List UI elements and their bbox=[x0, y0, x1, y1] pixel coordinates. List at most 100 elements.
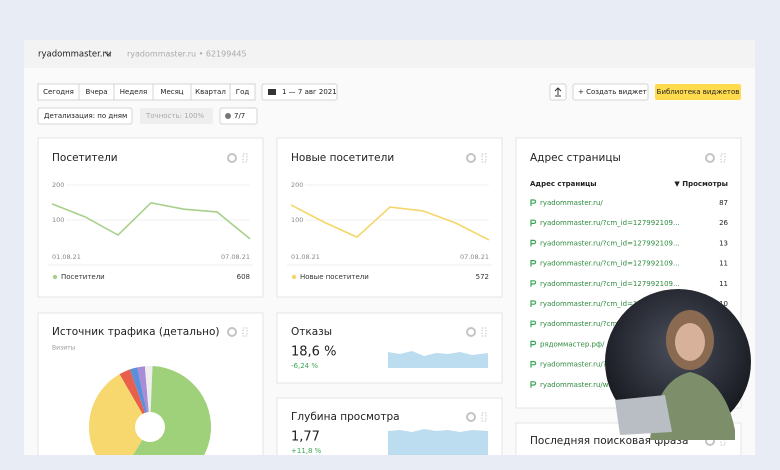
widget-title: Посетители bbox=[52, 152, 118, 164]
period-button[interactable] bbox=[229, 83, 256, 101]
line-widgets: Посетители 200 100 01.08.21 07.08.21 Посетите… bbox=[48, 152, 492, 281]
x-tick-label: 01.08.21 bbox=[291, 253, 320, 261]
y-tick-label: 200 bbox=[52, 181, 64, 189]
period-label: Квартал bbox=[195, 88, 226, 96]
video-body bbox=[650, 372, 735, 440]
legend-label: Посетители bbox=[61, 273, 105, 281]
page-url[interactable]: ryadommaster.ru/? bbox=[540, 361, 607, 369]
accuracy-select[interactable] bbox=[140, 108, 213, 124]
page-views: 87 bbox=[719, 199, 728, 207]
legend-total: 572 bbox=[476, 273, 489, 281]
source-icon bbox=[530, 381, 537, 388]
detail-label: Детализация: по дням bbox=[44, 112, 127, 120]
page-url[interactable]: ryadommaster.ru/?cm_id=127992109... bbox=[540, 300, 680, 308]
page-url[interactable]: ryadommaster.ru/w bbox=[540, 381, 609, 389]
legend-label: Новые посетители bbox=[300, 273, 369, 281]
column-header: Адрес страницы bbox=[530, 180, 597, 188]
line-series bbox=[51, 201, 251, 240]
pie-hole bbox=[135, 412, 165, 442]
widget-icons bbox=[227, 153, 726, 446]
y-tick-label: 100 bbox=[52, 216, 64, 224]
x-tick-label: 07.08.21 bbox=[460, 253, 489, 261]
video-laptop bbox=[615, 395, 672, 435]
y-tick-label: 200 bbox=[291, 181, 303, 189]
settings-icon[interactable] bbox=[466, 412, 476, 422]
settings-icon[interactable] bbox=[227, 153, 237, 163]
page-url[interactable]: ryadommaster.ru/?cm bbox=[540, 320, 617, 328]
settings-icon[interactable] bbox=[227, 327, 237, 337]
video-face bbox=[675, 323, 705, 361]
detail-select[interactable] bbox=[37, 107, 133, 125]
period-label: Сегодня bbox=[43, 88, 74, 96]
source-icon bbox=[530, 340, 537, 348]
period-buttons: Сегодня Вчера Неделя Месяц Квартал Год bbox=[37, 83, 256, 101]
source-icon bbox=[530, 280, 537, 287]
accuracy-label: Точность: 100% bbox=[145, 112, 205, 120]
metric-change: -6,24 % bbox=[291, 362, 318, 370]
date-range: 1 — 7 авг 2021 bbox=[282, 88, 337, 96]
pie-slice bbox=[144, 366, 153, 427]
widget-title: Глубина просмотра bbox=[291, 411, 400, 423]
metric-value: 18,6 % bbox=[291, 345, 336, 360]
period-label: Год bbox=[236, 88, 250, 96]
column-header[interactable]: ▼ Просмотры bbox=[674, 180, 728, 188]
page-url[interactable]: рядоммастер.рф/ bbox=[540, 340, 605, 348]
page-url[interactable]: ryadommaster.ru/?cm_id=127992109... bbox=[540, 280, 680, 288]
legend-dot bbox=[52, 274, 58, 280]
metric-value: 1,77 bbox=[291, 430, 320, 445]
app-window: ryadommaster.ru ryadommaster.ru • 621994… bbox=[24, 40, 755, 455]
source-icon bbox=[530, 219, 537, 227]
sparkline bbox=[388, 429, 488, 455]
pie-chart bbox=[89, 366, 211, 455]
y-tick-label: 100 bbox=[291, 216, 303, 224]
page-views: 10 bbox=[719, 300, 728, 308]
period-label: Неделя bbox=[120, 88, 147, 96]
page-url[interactable]: ryadommaster.ru/?cm_id=127992109... bbox=[540, 239, 680, 247]
page-views: 13 bbox=[719, 239, 728, 247]
source-icon bbox=[530, 239, 537, 247]
site-selector[interactable]: ryadommaster.ru bbox=[38, 50, 111, 60]
settings-icon[interactable] bbox=[466, 327, 476, 337]
settings-icon[interactable] bbox=[705, 153, 715, 163]
pages-table: ryadommaster.ru/87 ryadommaster.ru/?cm_id… bbox=[530, 199, 729, 389]
legend-dot bbox=[291, 274, 297, 280]
page-views: 11 bbox=[719, 280, 728, 288]
create-widget-button[interactable] bbox=[572, 83, 649, 101]
metric-label: Визиты bbox=[52, 345, 76, 352]
date-button[interactable] bbox=[261, 83, 338, 101]
page-url[interactable]: ryadommaster.ru/ bbox=[540, 199, 603, 207]
source-icon bbox=[530, 320, 537, 328]
page-url[interactable]: ryadommaster.ru/?cm_id=127992109... bbox=[540, 219, 680, 227]
pie-slice bbox=[129, 367, 150, 427]
source-icon bbox=[530, 199, 537, 206]
settings-icon[interactable] bbox=[466, 153, 476, 163]
visitors-card bbox=[37, 137, 264, 298]
filters-select[interactable] bbox=[219, 107, 258, 125]
share-icon bbox=[554, 87, 562, 97]
widget-title: Адрес страницы bbox=[530, 152, 621, 164]
line-series bbox=[290, 204, 490, 241]
header-bar bbox=[24, 40, 755, 68]
legend-total: 608 bbox=[237, 273, 250, 281]
source-icon bbox=[530, 300, 537, 307]
library-button[interactable] bbox=[655, 84, 741, 100]
source-icon bbox=[530, 361, 537, 368]
chevron bbox=[104, 51, 112, 56]
page-views: 11 bbox=[719, 260, 728, 268]
sparkline bbox=[388, 351, 488, 368]
page-url[interactable]: ryadommaster.ru/?cm_id=127992109... bbox=[540, 260, 680, 268]
metric-change: +11,8 % bbox=[291, 447, 322, 455]
widget-title: Последняя поисковая фраза bbox=[530, 435, 688, 447]
x-tick-label: 01.08.21 bbox=[52, 253, 81, 261]
widget-title: Отказы bbox=[291, 326, 332, 338]
x-tick-label: 07.08.21 bbox=[221, 253, 250, 261]
widget-title: Новые посетители bbox=[291, 152, 394, 164]
library-label: Библиотека виджетов bbox=[657, 88, 740, 96]
page-views: 26 bbox=[719, 219, 728, 227]
widget-title: Источник трафика (детально) bbox=[52, 326, 220, 338]
create-widget-label: + Создать виджет bbox=[578, 88, 647, 96]
filters-label: 7/7 bbox=[234, 112, 245, 120]
pie-slice bbox=[89, 374, 150, 455]
bounce-card bbox=[276, 312, 503, 384]
